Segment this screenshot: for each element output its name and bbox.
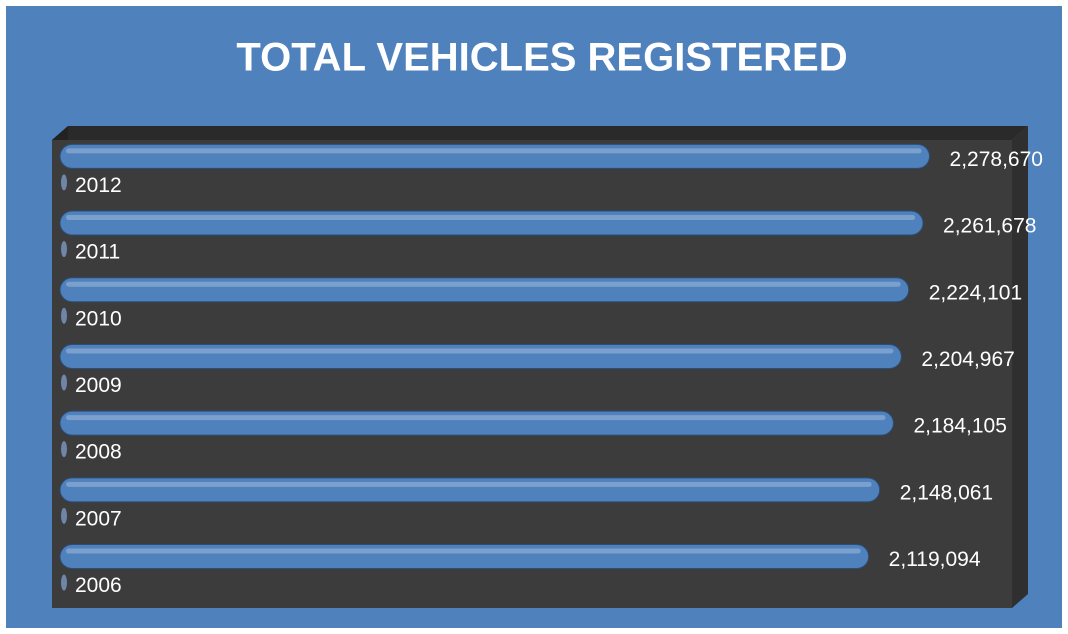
y-tick-label: 2008 bbox=[75, 441, 122, 464]
axis-cap bbox=[61, 307, 67, 324]
value-label: 2,204,967 bbox=[921, 348, 1014, 371]
axis-cap bbox=[61, 241, 67, 258]
bar bbox=[59, 210, 924, 236]
bar-highlight bbox=[66, 281, 901, 287]
value-label: 2,184,105 bbox=[913, 415, 1006, 438]
bar-highlight bbox=[66, 481, 872, 487]
bar-highlight bbox=[66, 348, 894, 354]
axis-cap bbox=[61, 507, 67, 524]
bar bbox=[59, 544, 870, 570]
y-tick-label: 2006 bbox=[75, 574, 122, 597]
axis-cap bbox=[61, 374, 67, 391]
bar bbox=[59, 477, 881, 503]
bar-highlight bbox=[66, 415, 886, 421]
bar-highlight bbox=[66, 548, 861, 554]
plot-top bbox=[52, 126, 1028, 140]
y-tick-label: 2010 bbox=[75, 307, 122, 330]
value-label: 2,278,670 bbox=[950, 148, 1043, 171]
value-label: 2,261,678 bbox=[943, 215, 1036, 238]
bar bbox=[59, 143, 931, 169]
bar bbox=[59, 410, 894, 436]
y-tick-label: 2011 bbox=[75, 241, 120, 264]
value-label: 2,148,061 bbox=[900, 481, 993, 504]
y-tick-label: 2009 bbox=[75, 374, 122, 397]
y-tick-label: 2012 bbox=[75, 174, 122, 197]
value-label: 2,119,094 bbox=[889, 548, 981, 571]
axis-cap bbox=[61, 441, 67, 458]
y-tick-label: 2007 bbox=[75, 507, 122, 530]
plot-area bbox=[52, 140, 1012, 608]
bar-highlight bbox=[66, 148, 922, 154]
bar-highlight bbox=[66, 215, 916, 221]
chart-title: TOTAL VEHICLES REGISTERED bbox=[236, 36, 847, 80]
plot-side bbox=[1012, 126, 1028, 608]
value-label: 2,224,101 bbox=[929, 281, 1022, 304]
bar bbox=[59, 343, 902, 369]
axis-cap bbox=[61, 174, 67, 191]
axis-cap bbox=[61, 574, 67, 591]
bar bbox=[59, 277, 910, 303]
